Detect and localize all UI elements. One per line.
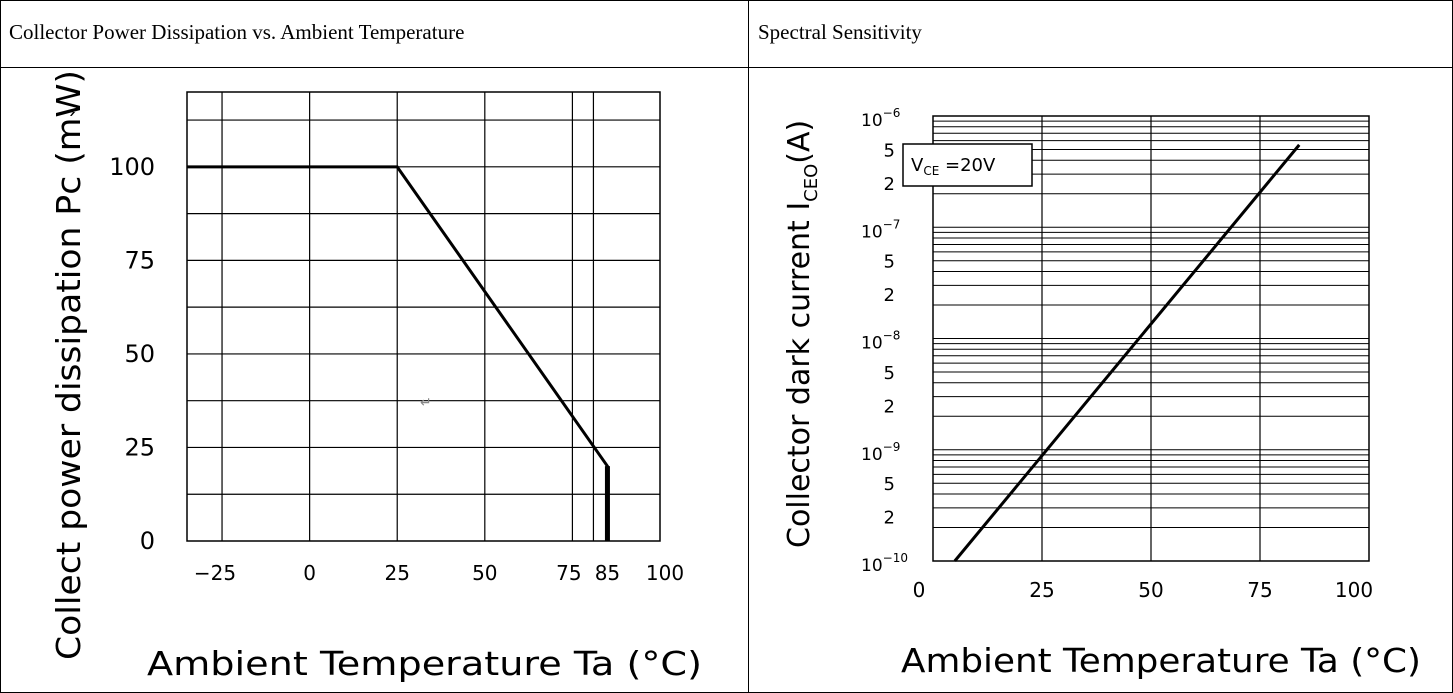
left-y-tick-label: 0 (140, 527, 155, 555)
vce-annotation: VCE =20V (911, 155, 996, 178)
right-y-tick-label: 5 (884, 363, 895, 384)
left-x-tick-label: 25 (384, 561, 409, 585)
right-y-tick-label: 10−7 (861, 217, 900, 242)
left-y-ticks: 0 25 50 75 100 (109, 153, 155, 555)
right-y-tick-label: 2 (884, 508, 895, 529)
right-y-tick-label: 2 (884, 396, 895, 417)
left-x-axis-label: Ambient Temperature Ta (°C) (147, 644, 702, 683)
right-x-ticks: 0 25 50 75 100 (913, 578, 1373, 602)
right-x-tick-label: 50 (1138, 578, 1163, 602)
left-y-axis-label: Collect power dissipation Pc (mW) (49, 70, 88, 660)
left-y-tick-label: 75 (124, 246, 155, 274)
right-x-tick-label: 75 (1247, 578, 1272, 602)
right-x-axis-label: Ambient Temperature Ta (°C) (901, 641, 1421, 680)
right-y-axis-label: Collector dark current ICEO(A) (782, 120, 822, 548)
right-cell-title: Spectral Sensitivity (758, 20, 922, 44)
left-x-tick-label: 75 (556, 561, 581, 585)
left-x-tick-label: −25 (194, 561, 236, 585)
left-y-tick-label: 50 (124, 340, 155, 368)
dark-current-curve (953, 143, 1301, 562)
right-y-tick-label: 10−6 (861, 106, 900, 131)
right-x-tick-label: 25 (1029, 578, 1054, 602)
power-dissipation-chart: −25 0 25 50 75 85 100 0 25 50 75 100 ↵ Ambient Tem… (49, 70, 702, 683)
left-x-tick-label: 85 (595, 561, 620, 585)
right-x-tick-label: 100 (1335, 578, 1373, 602)
dark-current-chart: VCE =20V 0 25 50 75 100 10−65210−75210−85210… (782, 106, 1421, 680)
left-plot-frame (186, 91, 661, 542)
vce-annotation-box (902, 143, 1033, 187)
right-y-tick-label: 2 (884, 285, 895, 306)
left-x-tick-label: 100 (646, 561, 684, 585)
left-y-axis-stray-mark: ´ (66, 111, 77, 136)
right-y-tick-label: 10−9 (861, 440, 900, 465)
right-y-tick-label: 5 (884, 140, 895, 161)
table-border-center (748, 0, 749, 693)
left-x-tick-label: 50 (472, 561, 497, 585)
table-border-middle (0, 67, 1453, 68)
right-y-ticks: 10−6 5 2 10−7 5 2 10−8 5 2 10−9 5 2 10−10 (861, 106, 908, 576)
right-y-tick-label: 5 (884, 252, 895, 273)
left-grid (186, 91, 661, 542)
left-x-ticks: −25 0 25 50 75 85 100 (194, 561, 684, 585)
stray-mark: ↵ (420, 395, 432, 411)
right-x-tick-label: 0 (913, 578, 926, 602)
left-cell-title: Collector Power Dissipation vs. Ambient … (9, 20, 465, 44)
table-border-top (0, 0, 1453, 1)
left-x-tick-label: 0 (303, 561, 316, 585)
table-border-left (0, 0, 1, 693)
right-y-tick-label: 2 (884, 174, 895, 195)
left-y-tick-label: 25 (124, 433, 155, 461)
right-y-tick-label: 10−10 (861, 551, 908, 576)
left-y-tick-label: 100 (109, 153, 155, 181)
right-y-tick-label: 5 (884, 474, 895, 495)
right-y-tick-label: 10−8 (861, 329, 900, 354)
